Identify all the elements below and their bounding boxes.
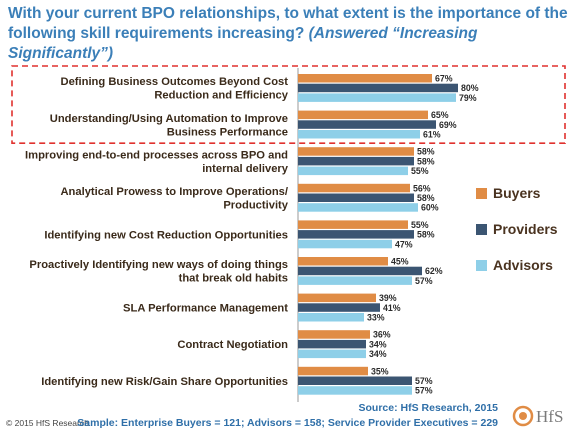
legend-label: Advisors bbox=[493, 257, 553, 273]
data-label: 55% bbox=[411, 220, 429, 230]
bar-providers bbox=[298, 83, 458, 93]
data-label: 58% bbox=[417, 147, 435, 157]
bar-buyers bbox=[298, 110, 428, 120]
bar-advisors bbox=[298, 276, 412, 285]
data-label: 67% bbox=[435, 74, 453, 84]
bar-providers bbox=[298, 303, 380, 312]
bar-advisors bbox=[298, 93, 456, 102]
bar-advisors bbox=[298, 239, 392, 249]
category-label: Identifying new Cost Reduction Opportuni… bbox=[44, 229, 288, 241]
sample-text: Sample: Enterprise Buyers = 121; Advisor… bbox=[77, 417, 498, 429]
data-label: 58% bbox=[417, 230, 435, 240]
bar-buyers bbox=[298, 330, 370, 339]
copyright-text: © 2015 HfS Research bbox=[6, 418, 89, 428]
logo-dot-icon bbox=[519, 412, 527, 420]
bar-providers bbox=[298, 120, 436, 129]
data-label: 47% bbox=[395, 239, 413, 249]
bar-buyers bbox=[298, 220, 408, 229]
category-label: Improving end-to-end processes across BP… bbox=[25, 149, 289, 175]
bar-providers bbox=[298, 339, 366, 349]
bar-buyers bbox=[298, 366, 368, 376]
hfs-logo: HfS bbox=[512, 405, 563, 427]
data-label: 79% bbox=[459, 93, 477, 103]
data-label: 36% bbox=[373, 330, 391, 340]
data-label: 57% bbox=[415, 276, 433, 286]
data-label: 39% bbox=[379, 293, 397, 303]
bar-buyers bbox=[298, 257, 388, 266]
title-line-1: With your current BPO relationships, to … bbox=[8, 5, 568, 22]
bar-advisors bbox=[298, 313, 364, 322]
legend-swatch bbox=[476, 187, 487, 199]
legend-label: Buyers bbox=[493, 185, 541, 201]
highlight-box bbox=[11, 65, 566, 144]
data-label: 58% bbox=[417, 156, 435, 166]
bar-providers bbox=[298, 230, 414, 239]
data-label: 57% bbox=[415, 386, 433, 396]
data-label: 65% bbox=[431, 110, 449, 120]
source-text: Source: HfS Research, 2015 bbox=[358, 402, 498, 414]
bar-advisors bbox=[298, 130, 420, 139]
bar-buyers bbox=[298, 147, 414, 156]
data-label: 80% bbox=[461, 83, 479, 93]
data-label: 34% bbox=[369, 349, 387, 359]
category-label: Identifying new Risk/Gain Share Opportun… bbox=[41, 376, 288, 388]
category-label: Understanding/Using Automation to Improv… bbox=[50, 113, 288, 139]
data-label: 45% bbox=[391, 257, 409, 267]
legend-item-advisors: Advisors bbox=[476, 254, 558, 276]
bar-buyers bbox=[298, 183, 410, 193]
bar-advisors bbox=[298, 349, 366, 359]
category-label: Analytical Prowess to Improve Operations… bbox=[60, 186, 288, 212]
bar-buyers bbox=[298, 74, 432, 83]
category-label: SLA Performance Management bbox=[123, 303, 288, 315]
logo-text: HfS bbox=[536, 407, 563, 426]
bar-advisors bbox=[298, 203, 418, 212]
bar-buyers bbox=[298, 293, 376, 303]
legend-label: Providers bbox=[493, 221, 558, 237]
bar-providers bbox=[298, 266, 422, 276]
bar-providers bbox=[298, 156, 414, 166]
legend-item-buyers: Buyers bbox=[476, 182, 558, 204]
legend-item-providers: Providers bbox=[476, 218, 558, 240]
data-label: 41% bbox=[383, 303, 401, 313]
bar-providers bbox=[298, 376, 412, 385]
chart-legend: Buyers Providers Advisors bbox=[476, 182, 558, 290]
data-label: 61% bbox=[423, 130, 441, 140]
legend-swatch bbox=[476, 223, 487, 235]
data-label: 57% bbox=[415, 376, 433, 386]
title-subtitle: (Answered “Increasing Significantly”) bbox=[8, 25, 478, 62]
category-label: Proactively Identifying new ways of doin… bbox=[29, 259, 288, 285]
bar-advisors bbox=[298, 386, 412, 395]
bar-providers bbox=[298, 193, 414, 202]
data-label: 62% bbox=[425, 266, 443, 276]
logo-swirl-icon bbox=[512, 405, 534, 427]
data-label: 35% bbox=[371, 366, 389, 376]
data-label: 33% bbox=[367, 313, 385, 323]
data-label: 58% bbox=[417, 193, 435, 203]
data-label: 69% bbox=[439, 120, 457, 130]
data-label: 55% bbox=[411, 166, 429, 176]
category-label: Defining Business Outcomes Beyond Cost Re… bbox=[60, 76, 288, 102]
bar-advisors bbox=[298, 166, 408, 176]
title-line-2: following skill requirements increasing? bbox=[8, 25, 305, 42]
data-label: 56% bbox=[413, 183, 431, 193]
category-label: Contract Negotiation bbox=[177, 339, 288, 351]
data-label: 34% bbox=[369, 339, 387, 349]
legend-swatch bbox=[476, 259, 487, 271]
chart-title: With your current BPO relationships, to … bbox=[8, 4, 573, 64]
data-label: 60% bbox=[421, 203, 439, 213]
